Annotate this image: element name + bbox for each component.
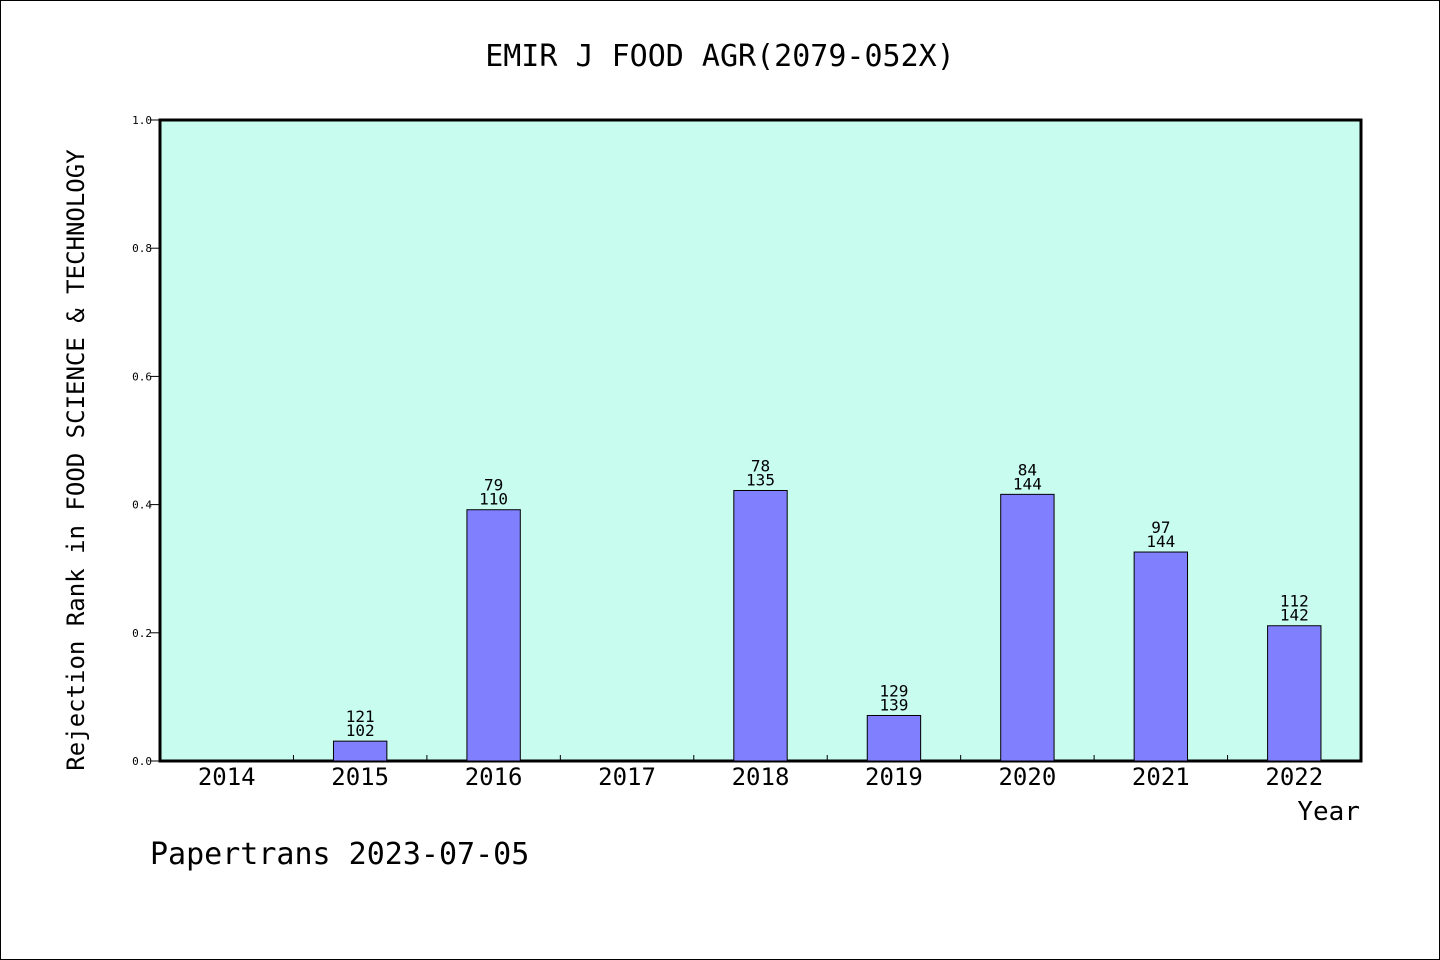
- bar-2019: [866, 714, 922, 762]
- y-tick-label: 0.4: [132, 499, 152, 512]
- x-tick-label: 2022: [1265, 763, 1323, 791]
- bar-label-top: 97: [1151, 518, 1170, 537]
- y-axis: 0.0 0.2 0.4 0.6 0.8 1.0: [132, 114, 160, 768]
- bar-label-bottom: 144: [1146, 532, 1175, 551]
- bar-2016: [466, 509, 521, 762]
- x-tick-label: 2016: [465, 763, 523, 791]
- bar-label-bottom: 144: [1013, 474, 1042, 493]
- bar-label-top: 121: [346, 707, 375, 726]
- x-axis: 2014 2015 2016 2017 2018 2019 2020 2021 2022: [198, 755, 1323, 791]
- bar-label-bottom: 102: [346, 721, 375, 740]
- chart-title: EMIR J FOOD AGR(2079-052X): [485, 39, 955, 74]
- bar-2021: [1133, 551, 1189, 762]
- bar-label-top: 112: [1280, 592, 1309, 611]
- x-tick-label: 2020: [998, 763, 1056, 791]
- footer-text: Papertrans 2023-07-05: [150, 837, 529, 872]
- y-axis-label: Rejection Rank in FOOD SCIENCE & TECHNOL…: [62, 149, 90, 771]
- x-tick-label: 2017: [598, 763, 656, 791]
- y-tick-label: 0.2: [132, 627, 152, 640]
- x-axis-label: Year: [1297, 797, 1360, 827]
- bar-label-bottom: 142: [1280, 606, 1309, 625]
- bars: [332, 489, 1322, 762]
- bar-label-bottom: 139: [879, 695, 908, 714]
- y-tick-label: 1.0: [132, 114, 152, 127]
- x-tick-label: 2018: [732, 763, 790, 791]
- bar-label-bottom: 110: [479, 490, 508, 509]
- y-tick-label: 0.0: [132, 755, 152, 768]
- x-tick-label: 2019: [865, 763, 923, 791]
- x-tick-label: 2015: [331, 763, 389, 791]
- x-tick-label: 2014: [198, 763, 256, 791]
- bar-label-top: 79: [484, 476, 503, 495]
- bar-label-top: 78: [751, 456, 770, 475]
- bar-2022: [1267, 625, 1322, 762]
- bar-2020: [1000, 493, 1055, 762]
- y-tick-label: 0.8: [132, 242, 152, 255]
- bar-2018: [733, 489, 788, 762]
- bar-label-top: 84: [1018, 460, 1037, 479]
- x-tick-label: 2021: [1132, 763, 1190, 791]
- bar-2015: [332, 740, 388, 762]
- y-tick-label: 0.6: [132, 370, 152, 383]
- bar-label-top: 129: [879, 681, 908, 700]
- bar-label-bottom: 135: [746, 470, 775, 489]
